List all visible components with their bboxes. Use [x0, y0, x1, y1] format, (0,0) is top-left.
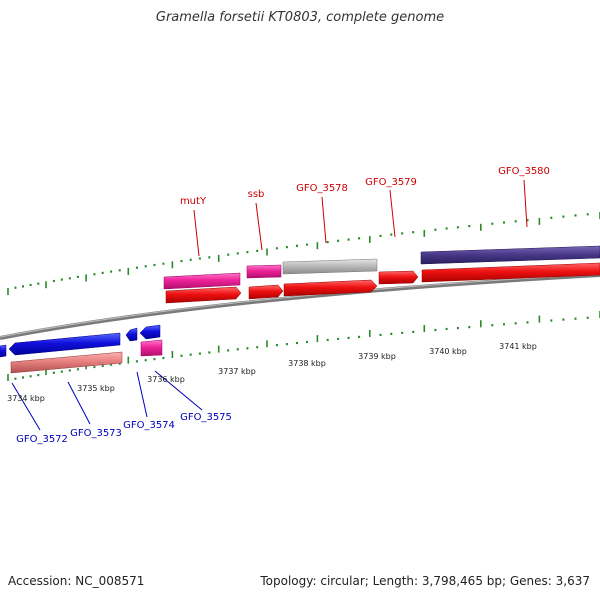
- cds-GFO_3579[interactable]: [378, 270, 419, 285]
- leader-lines: [11, 179, 528, 431]
- scale-label: 3738 kbp: [288, 359, 326, 368]
- feature-ssb[interactable]: [246, 264, 282, 279]
- feature-GFO_3574[interactable]: [140, 339, 163, 357]
- scale-label: 3736 kbp: [147, 375, 185, 384]
- reverse-gene-labels: GFO_3572 GFO_3573 GFO_3574 GFO_3575: [16, 412, 232, 445]
- cds-GFO_3572[interactable]: [8, 332, 121, 356]
- scale-label: 3739 kbp: [358, 352, 396, 361]
- backbone: [0, 273, 600, 340]
- feature-GFO_3572[interactable]: [10, 351, 123, 374]
- scale-label: 3740 kbp: [429, 347, 467, 356]
- gene-label-mutY[interactable]: mutY: [180, 196, 207, 207]
- cds-mutY[interactable]: [165, 286, 242, 304]
- forward-cds-row: [165, 262, 600, 304]
- cds-GFO_3574[interactable]: [125, 327, 138, 342]
- feature-GFO_3578[interactable]: [282, 258, 378, 275]
- scale-label: 3735 kbp: [77, 384, 115, 393]
- gene-label-GFO_3579[interactable]: GFO_3579: [365, 177, 417, 188]
- feature-mutY[interactable]: [163, 272, 241, 290]
- gene-label-ssb[interactable]: ssb: [248, 189, 265, 200]
- gene-label-GFO_3572[interactable]: GFO_3572: [16, 434, 68, 445]
- scale-labels: 3734 kbp 3735 kbp 3736 kbp 3737 kbp 3738…: [7, 342, 537, 403]
- gene-label-GFO_3575[interactable]: GFO_3575: [180, 412, 232, 423]
- forward-feature-row: [163, 245, 600, 290]
- cds-ssb[interactable]: [248, 284, 284, 300]
- cds-GFO_3580[interactable]: [421, 262, 600, 283]
- forward-gene-labels: mutY ssb GFO_3578 GFO_3579 GFO_3580: [180, 166, 550, 207]
- reverse-cds-row: [0, 324, 161, 358]
- gene-label-GFO_3574[interactable]: GFO_3574: [123, 420, 175, 431]
- genome-summary-text: Topology: circular; Length: 3,798,465 bp…: [260, 574, 590, 588]
- page-title: Gramella forsetii KT0803, complete genom…: [155, 10, 445, 25]
- scale-label: 3737 kbp: [218, 367, 256, 376]
- cds-GFO_3571-partial[interactable]: [0, 344, 7, 358]
- gene-label-GFO_3578[interactable]: GFO_3578: [296, 183, 348, 194]
- reverse-feature-row: [10, 339, 163, 374]
- gene-label-GFO_3580[interactable]: GFO_3580: [498, 166, 550, 177]
- scale-label: 3734 kbp: [7, 394, 45, 403]
- cds-GFO_3578[interactable]: [283, 279, 378, 297]
- gene-label-GFO_3573[interactable]: GFO_3573: [70, 428, 122, 439]
- accession-text: Accession: NC_008571: [8, 574, 145, 588]
- scale-label: 3741 kbp: [499, 342, 537, 351]
- feature-GFO_3580[interactable]: [420, 245, 600, 265]
- cds-GFO_3575[interactable]: [139, 324, 161, 340]
- forward-tick-row: [7, 212, 600, 295]
